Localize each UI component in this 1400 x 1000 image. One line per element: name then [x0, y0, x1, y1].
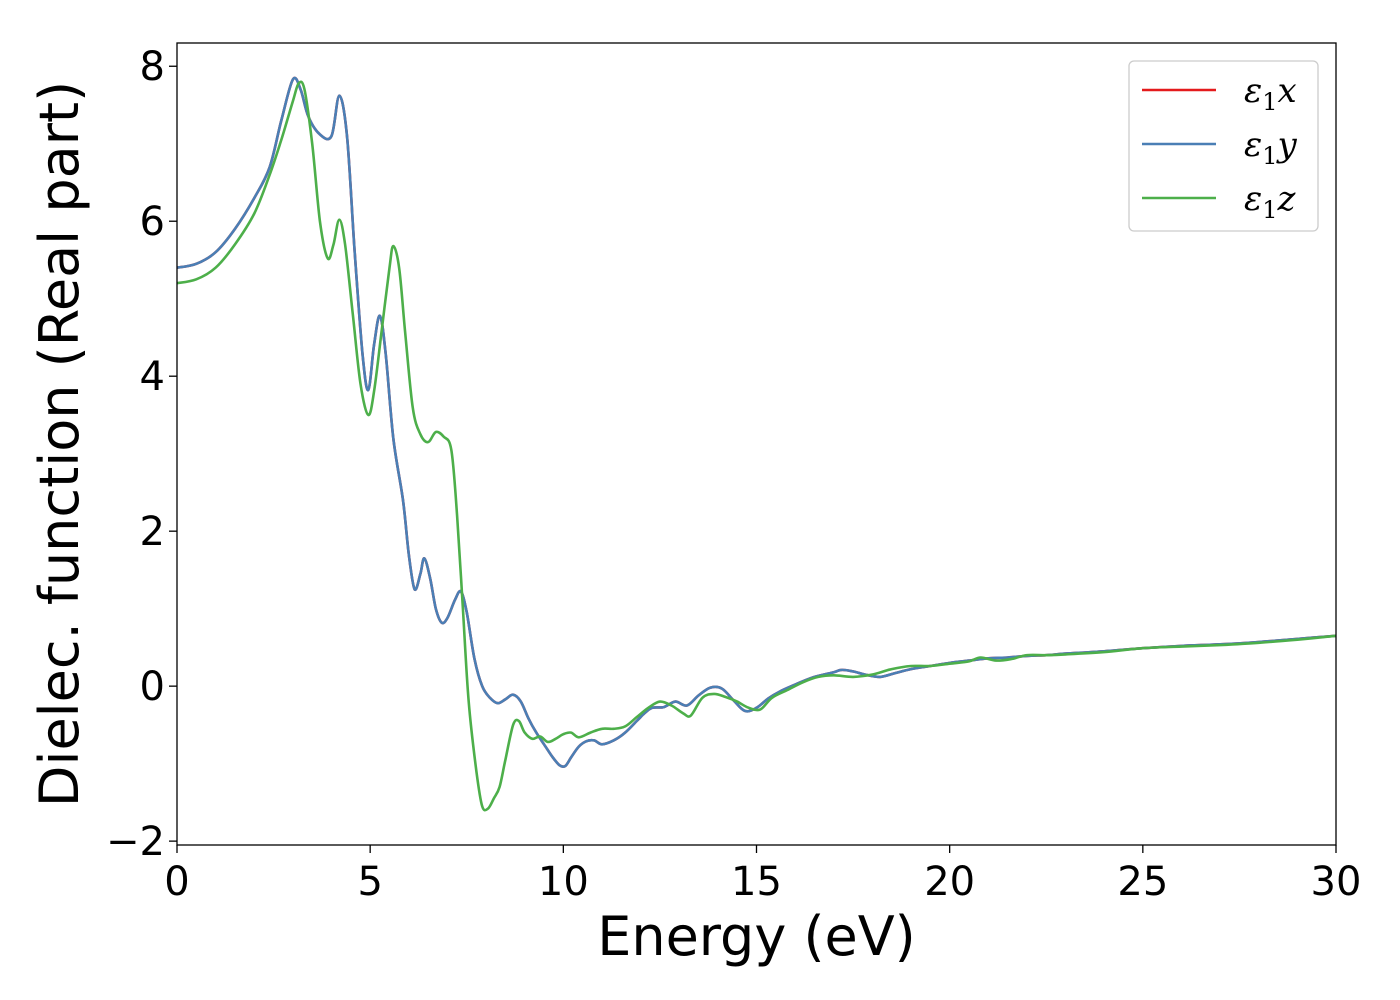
y-tick-label: 8: [140, 44, 165, 90]
y-tick-label: 6: [140, 199, 165, 245]
x-tick-label: 30: [1311, 859, 1362, 905]
x-tick-label: 15: [731, 859, 782, 905]
x-tick-label: 0: [164, 859, 189, 905]
x-tick-label: 10: [538, 859, 589, 905]
series-line-3: [177, 80, 1336, 812]
y-axis-ticks: −2 0 2 4 6 8: [106, 44, 177, 865]
y-tick-label: −2: [106, 819, 165, 865]
legend-label-1: ε1x: [1244, 71, 1297, 116]
x-tick-label: 5: [357, 859, 382, 905]
x-axis-title: Energy (eV): [597, 905, 916, 968]
series-layer: [177, 76, 1336, 812]
legend-label-2: ε1y: [1244, 125, 1298, 170]
y-tick-label: 2: [140, 509, 165, 555]
y-axis-title: Dielec. function (Real part): [28, 81, 91, 807]
x-tick-label: 25: [1117, 859, 1168, 905]
x-axis-ticks: 0 5 10 15 20 25 30: [164, 845, 1361, 905]
x-tick-label: 20: [924, 859, 975, 905]
series-line-2: [177, 76, 1336, 769]
legend: ε1x ε1y ε1z: [1128, 60, 1319, 232]
y-tick-label: 0: [140, 664, 165, 710]
legend-label-3: ε1z: [1244, 179, 1297, 224]
legend-box: [1128, 60, 1319, 232]
y-tick-label: 4: [140, 354, 165, 400]
